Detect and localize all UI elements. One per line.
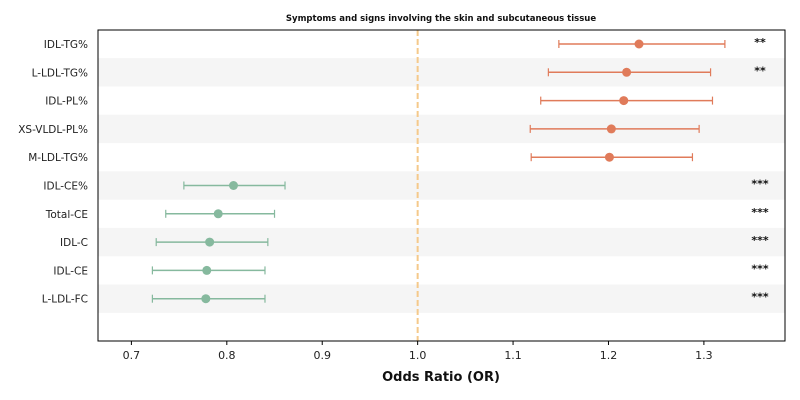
significance-label: *** xyxy=(751,206,769,219)
significance-label: *** xyxy=(751,291,769,304)
y-tick-label: Total-CE xyxy=(45,209,88,221)
forest-row xyxy=(530,152,694,162)
x-tick-label: 1.0 xyxy=(409,349,427,362)
chart-title: Symptoms and signs involving the skin an… xyxy=(286,14,596,24)
or-point xyxy=(634,39,644,49)
y-tick-label: IDL-C xyxy=(60,237,88,249)
axes-frame xyxy=(97,29,786,342)
y-tick-label: XS-VLDL-PL% xyxy=(18,124,88,136)
forest-row xyxy=(151,265,266,275)
forest-row xyxy=(547,67,712,77)
forest-row xyxy=(151,294,266,304)
significance-label: ** xyxy=(754,64,766,77)
or-point xyxy=(619,96,629,106)
x-tick-label: 1.3 xyxy=(695,349,713,362)
x-tick-label: 1.1 xyxy=(504,349,522,362)
y-tick-label: IDL-PL% xyxy=(45,96,88,108)
or-point xyxy=(622,67,632,77)
or-point xyxy=(202,265,212,275)
x-tick-label: 0.8 xyxy=(218,349,236,362)
forest-row xyxy=(165,209,276,219)
or-point xyxy=(205,237,215,247)
y-tick-label: IDL-CE xyxy=(53,265,88,277)
forest-row xyxy=(540,96,714,106)
y-tick-label: IDL-CE% xyxy=(43,181,88,193)
y-tick-label: L-LDL-FC xyxy=(42,294,88,306)
x-axis-title: Odds Ratio (OR) xyxy=(382,370,500,385)
significance-labels: ******************* xyxy=(751,36,769,304)
x-tick-label: 1.2 xyxy=(600,349,618,362)
or-point xyxy=(228,181,238,190)
forest-row xyxy=(155,237,269,247)
or-point xyxy=(606,124,616,134)
forest-row xyxy=(529,124,700,134)
significance-label: *** xyxy=(751,178,769,191)
x-tick-label: 0.9 xyxy=(313,349,331,362)
y-tick-label: L-LDL-TG% xyxy=(32,67,88,79)
y-tick-label: M-LDL-TG% xyxy=(28,152,88,164)
significance-label: *** xyxy=(751,262,769,275)
or-point xyxy=(213,209,223,219)
x-axis-ticks: 0.7 0.8 0.9 1.0 1.1 1.2 1.3 xyxy=(123,341,713,362)
x-tick-label: 0.7 xyxy=(123,349,141,362)
or-point xyxy=(604,152,614,162)
forest-row xyxy=(183,181,286,190)
y-tick-label: IDL-TG% xyxy=(44,39,88,51)
or-point xyxy=(201,294,211,304)
significance-label: ** xyxy=(754,36,766,49)
significance-label: *** xyxy=(751,234,769,247)
data-rows xyxy=(151,39,726,304)
forest-row xyxy=(558,39,726,49)
y-axis-labels: IDL-TG% L-LDL-TG% IDL-PL% XS-VLDL-PL% M-LDL-… xyxy=(18,39,88,306)
